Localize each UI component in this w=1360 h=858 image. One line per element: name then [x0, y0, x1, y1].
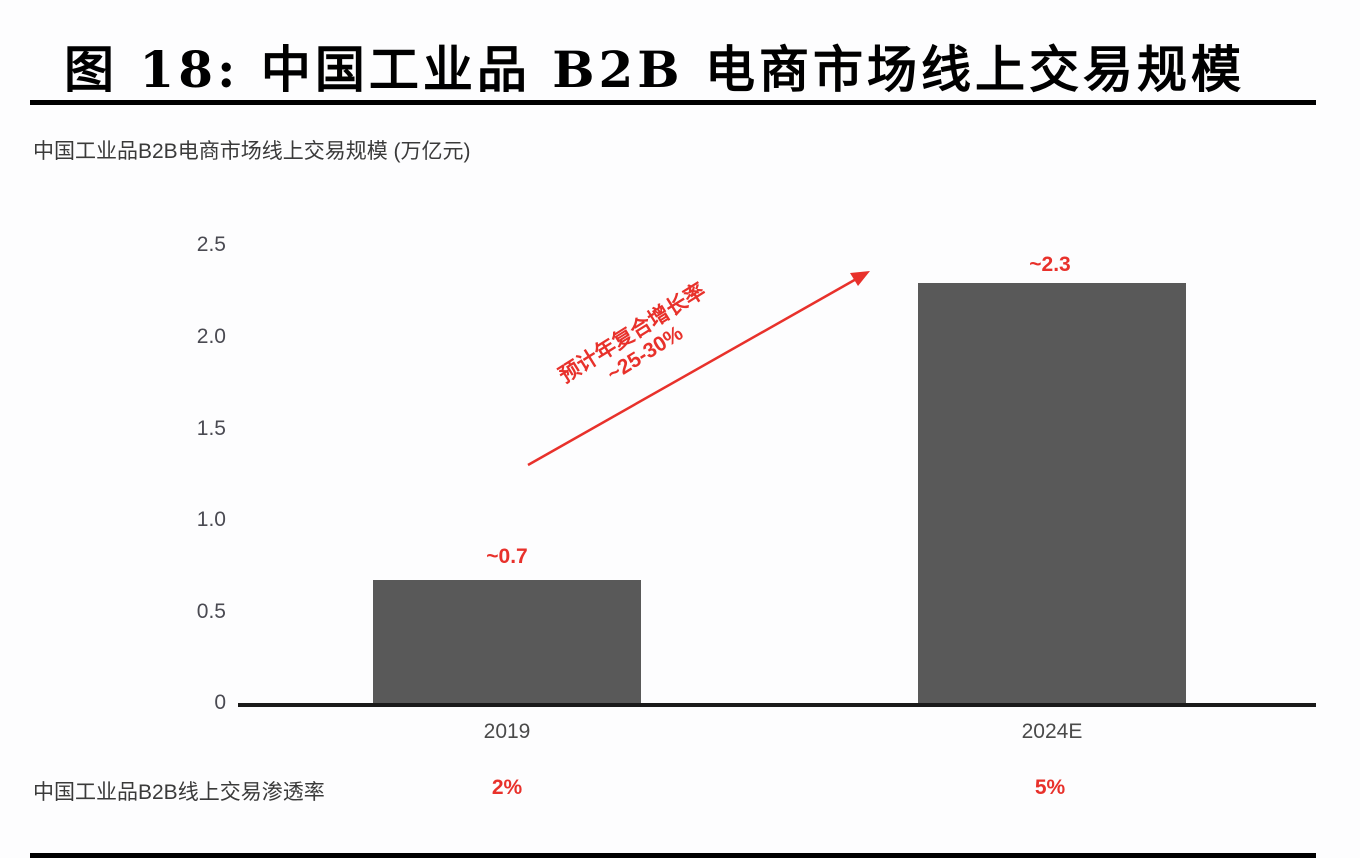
bar-label-2019: ~0.7 [486, 545, 528, 568]
bar-label-2024e: ~2.3 [1029, 253, 1071, 276]
y-tick-2.0: 2.0 [196, 325, 226, 348]
chart-subtitle: 中国工业品B2B电商市场线上交易规模 (万亿元) [33, 140, 471, 163]
figure-title: 图 18: 中国工业品 B2B 电商市场线上交易规模 [64, 40, 1245, 99]
y-tick-1.5: 1.5 [196, 417, 226, 440]
title-rule [30, 100, 1316, 105]
bottom-rule [30, 853, 1316, 858]
y-tick-1.0: 1.0 [196, 508, 226, 531]
penetration-2024e: 5% [1034, 776, 1066, 799]
y-tick-0: 0 [214, 691, 226, 714]
bar-2019 [373, 580, 641, 704]
x-tick-2024e: 2024E [1021, 720, 1083, 743]
y-tick-2.5: 2.5 [196, 233, 226, 256]
bar-2024e [918, 283, 1186, 704]
penetration-label: 中国工业品B2B线上交易渗透率 [33, 781, 325, 804]
penetration-2019: 2% [491, 776, 523, 799]
x-tick-2019: 2019 [483, 720, 531, 743]
x-axis [238, 703, 1316, 707]
y-tick-0.5: 0.5 [196, 600, 226, 623]
